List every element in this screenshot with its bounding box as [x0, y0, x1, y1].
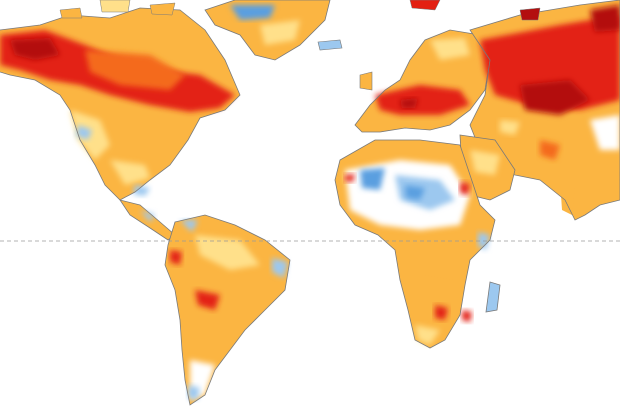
north-america [0, 7, 241, 201]
middle-east [459, 134, 516, 201]
africa [334, 139, 496, 349]
greenland [204, 0, 331, 61]
arctic-islands [59, 0, 541, 21]
madagascar [485, 281, 501, 313]
south-america [164, 214, 291, 406]
iceland [317, 39, 343, 51]
europe [354, 29, 491, 133]
